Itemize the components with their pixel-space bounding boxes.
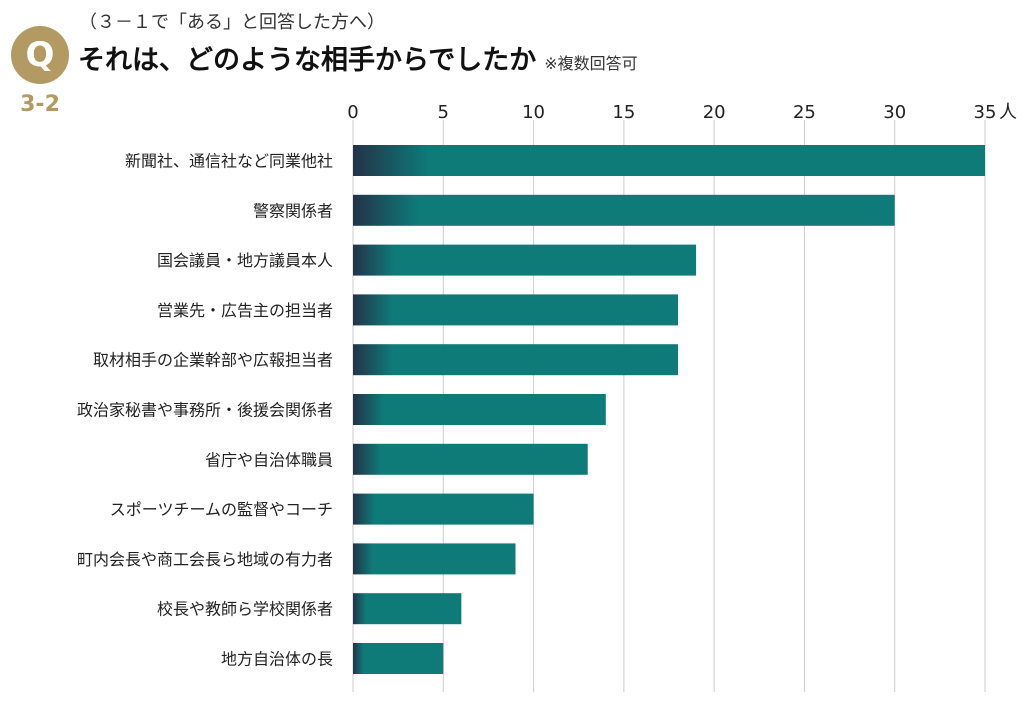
category-label: 校長や教師ら学校関係者 bbox=[157, 600, 333, 619]
x-tick-label: 35 bbox=[974, 102, 997, 123]
bar bbox=[353, 394, 606, 425]
bar bbox=[353, 344, 679, 376]
category-label: スポーツチームの監督やコーチ bbox=[110, 500, 333, 519]
bar bbox=[353, 443, 588, 475]
x-tick-label: 10 bbox=[522, 102, 545, 123]
category-label: 取材相手の企業幹部や広報担当者 bbox=[93, 351, 333, 370]
category-label: 町内会長や商工会長ら地域の有力者 bbox=[77, 550, 333, 569]
bar bbox=[353, 294, 679, 326]
bar bbox=[353, 543, 516, 575]
category-label: 省庁や自治体職員 bbox=[205, 450, 333, 469]
category-label: 国会議員・地方議員本人 bbox=[157, 251, 333, 270]
bar bbox=[353, 194, 895, 226]
x-tick-label: 25 bbox=[793, 102, 816, 123]
bar bbox=[353, 244, 697, 276]
x-tick-label: 0 bbox=[347, 102, 358, 123]
chart-subtitle: ※複数回答可 bbox=[544, 54, 638, 73]
bar bbox=[353, 493, 534, 525]
category-label: 政治家秘書や事務所・後援会関係者 bbox=[77, 401, 333, 420]
q-icon: Q bbox=[11, 26, 69, 84]
bar bbox=[353, 643, 444, 674]
category-label: 警察関係者 bbox=[253, 201, 333, 220]
x-tick-label: 20 bbox=[703, 102, 726, 123]
chart-title-text: それは、どのような相手からでしたか bbox=[78, 45, 537, 76]
category-label: 地方自治体の長 bbox=[221, 650, 333, 669]
question-number: 3-2 bbox=[20, 92, 60, 117]
bar bbox=[353, 145, 985, 176]
question-note: （３－１で「ある」と回答した方へ） bbox=[79, 12, 385, 33]
bar bbox=[353, 593, 462, 625]
x-tick-label: 30 bbox=[883, 102, 906, 123]
x-unit-label: 人 bbox=[999, 102, 1017, 123]
x-tick-label: 5 bbox=[438, 102, 449, 123]
chart-title: それは、どのような相手からでしたか ※複数回答可 bbox=[78, 38, 638, 77]
x-tick-label: 15 bbox=[612, 102, 635, 123]
category-label: 営業先・広告主の担当者 bbox=[157, 301, 333, 320]
category-label: 新聞社、通信社など同業他社 bbox=[125, 152, 333, 171]
